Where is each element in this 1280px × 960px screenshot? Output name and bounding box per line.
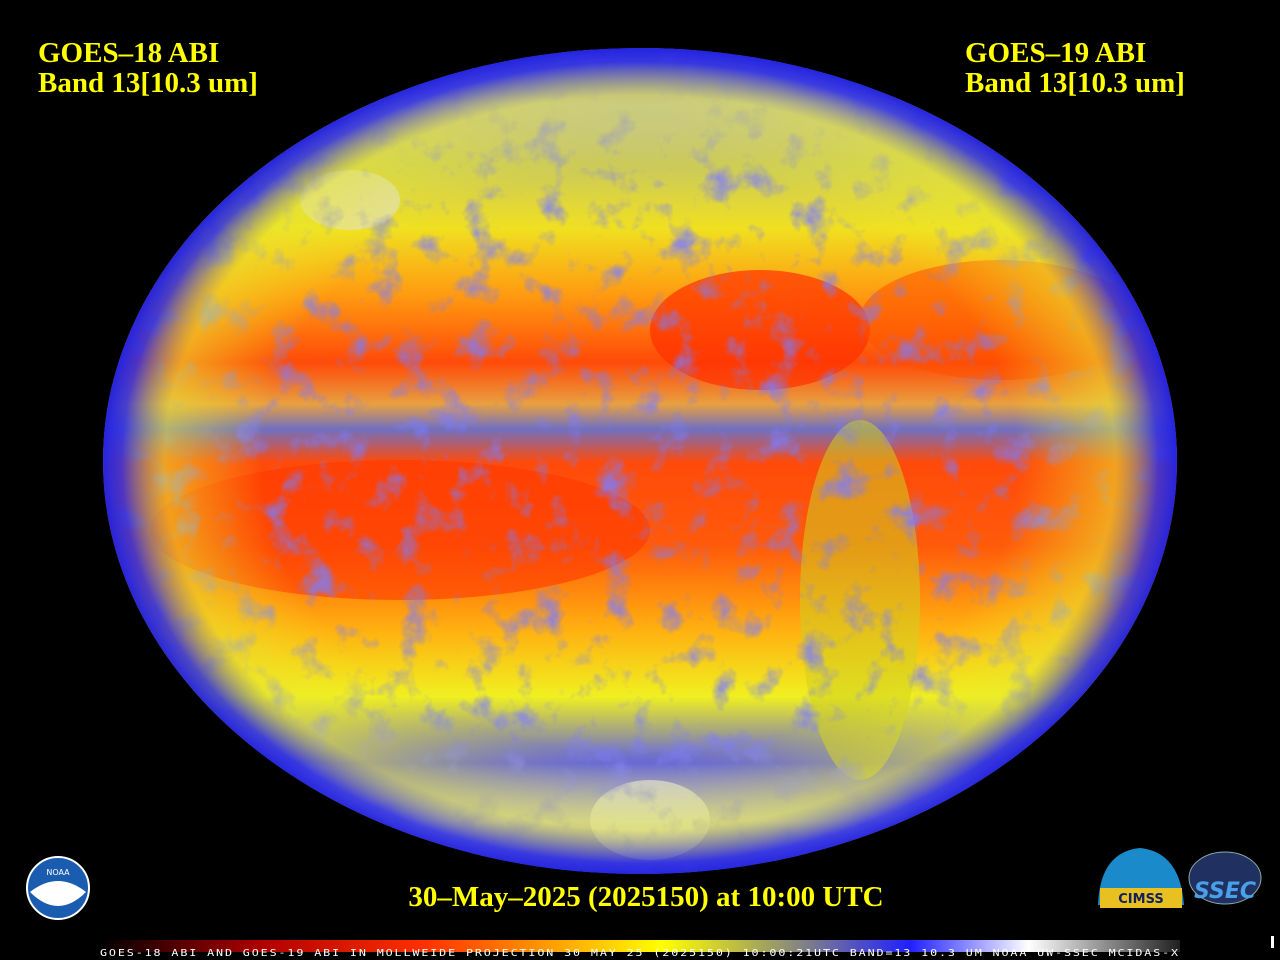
ssec-logo: SSEC [1188,851,1262,905]
earth-disk [103,48,1177,874]
color-scale [100,940,1180,952]
timestamp: 30–May–2025 (2025150) at 10:00 UTC [408,881,883,913]
right-satellite: GOES–19 ABI [965,37,1146,69]
left-band: Band 13[10.3 um] [38,67,258,99]
limb [103,48,1177,874]
cimss-band [1100,888,1182,908]
noaa-logo: NOAA [26,856,90,920]
noaa-gull [30,881,86,906]
footer: GOES-18 ABI AND GOES-19 ABI IN MOLLWEIDE… [100,948,1180,959]
noaa-text: NOAA [46,868,70,877]
ssec-text: SSEC [1194,879,1256,904]
ssec-globe [1188,851,1262,905]
cimss-logo: CIMSS [1098,848,1184,908]
cimss-text: CIMSS [1118,892,1163,907]
right-band: Band 13[10.3 um] [965,67,1185,99]
marker [1271,936,1274,948]
left-satellite: GOES–18 ABI [38,37,219,69]
